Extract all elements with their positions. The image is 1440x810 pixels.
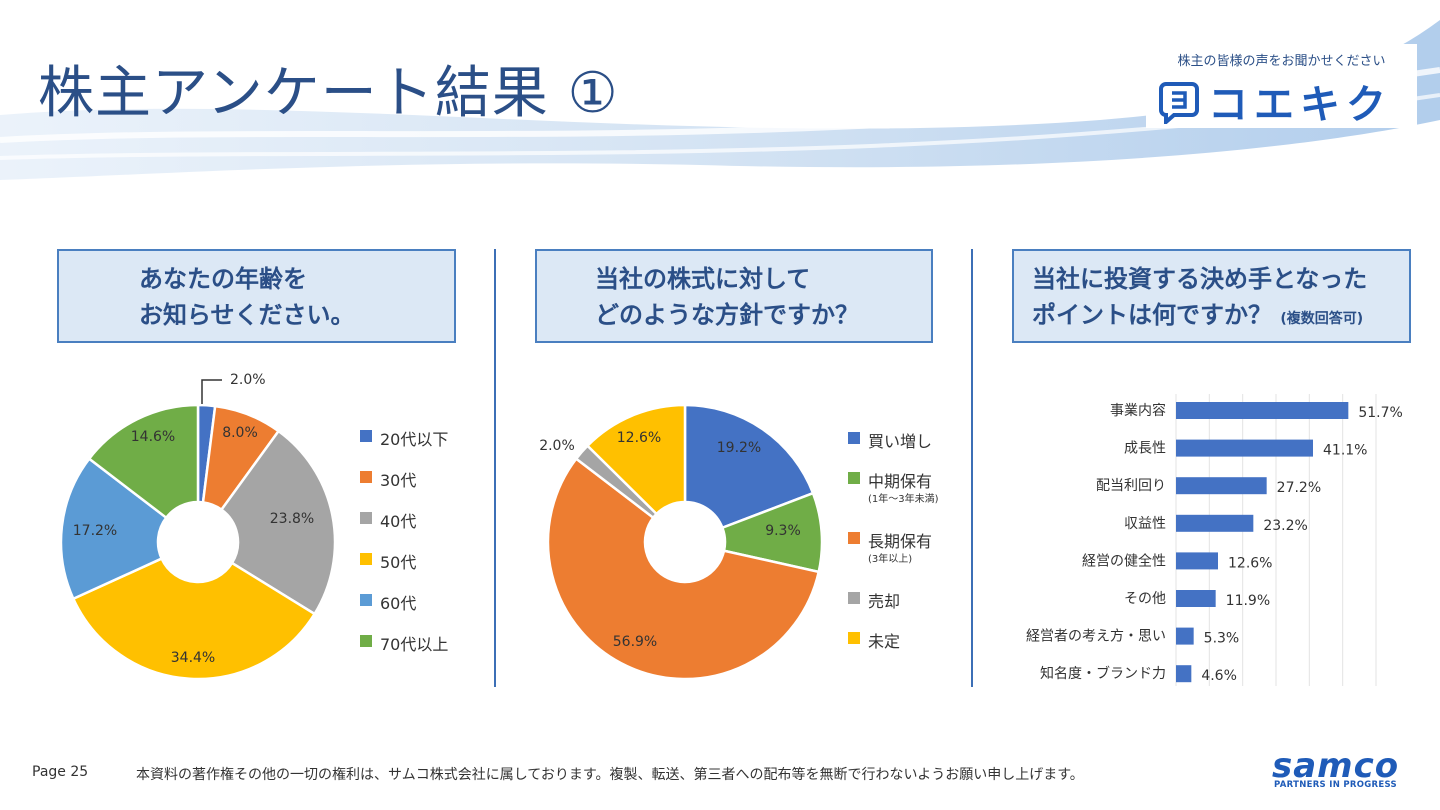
- pie-slice-5: [87, 403, 200, 520]
- pie-slice-4: [585, 403, 687, 516]
- legend-label: 50代: [380, 553, 417, 572]
- bar: [1176, 402, 1349, 419]
- legend-swatch: [848, 532, 860, 544]
- data-label: 19.2%: [717, 440, 761, 456]
- pie-slice-0: [683, 403, 815, 530]
- legend-swatch: [360, 594, 372, 606]
- question-line1: あなたの年齢を: [139, 265, 307, 293]
- legend-label: 中期保有: [868, 472, 933, 491]
- data-label: 34.4%: [171, 650, 215, 666]
- legend-swatch: [360, 635, 372, 647]
- legend-swatch: [360, 512, 372, 524]
- question-line2: ポイントは何ですか？ (複数回答可): [1032, 297, 1363, 337]
- pie-slice-2: [219, 429, 337, 616]
- question-line1: 当社に投資する決め手となった: [1032, 265, 1368, 293]
- category-label: 成長性: [1124, 441, 1166, 457]
- data-label: 23.2%: [1263, 518, 1307, 534]
- data-label: 41.1%: [1323, 443, 1367, 459]
- data-label: 5.3%: [1204, 631, 1240, 647]
- question-box-policy: 当社の株式に対して どのような方針ですか？: [535, 249, 933, 343]
- data-label: 2.0%: [539, 438, 575, 454]
- data-label: 23.8%: [270, 511, 314, 527]
- legend-note: (1年〜3年未満): [868, 494, 939, 505]
- question-line1: 当社の株式に対して: [595, 265, 811, 293]
- bar: [1176, 514, 1254, 532]
- samco-tagline: PARTNERS IN PROGRESS: [1274, 780, 1397, 790]
- samco-wordmark: samco: [1272, 746, 1400, 786]
- question-line2-text: ポイントは何ですか？: [1032, 301, 1272, 329]
- legend-swatch: [360, 471, 372, 483]
- data-label: 12.6%: [617, 430, 661, 446]
- legend-note: (3年以上): [868, 554, 913, 565]
- bar: [1176, 665, 1192, 683]
- category-label: 事業内容: [1110, 402, 1166, 419]
- legend-label: 売却: [868, 592, 901, 611]
- data-label: 2.0%: [230, 372, 266, 388]
- bar: [1176, 590, 1216, 607]
- pie-slice-2: [546, 456, 821, 681]
- data-label: 9.3%: [765, 523, 801, 539]
- age-legend: 20代以下 30代 40代 50代 60代 70代以上: [360, 426, 490, 666]
- age-donut-chart: 2.0% 8.0% 23.8% 34.4% 17.2% 14.6%: [59, 372, 337, 681]
- panel-divider: [971, 249, 973, 687]
- logo-tagline: 株主の皆様の声をお聞かせください: [1177, 54, 1386, 69]
- question-line2: お知らせください。: [139, 301, 355, 329]
- pie-slice-4: [59, 456, 168, 601]
- legend-label: 長期保有: [868, 532, 933, 551]
- pie-slice-3: [71, 556, 317, 681]
- legend-label: 30代: [380, 471, 417, 490]
- data-label: 14.6%: [131, 429, 175, 445]
- data-label: 56.9%: [613, 634, 657, 650]
- category-label: 経営の健全性: [1082, 552, 1166, 569]
- category-label: 配当利回り: [1096, 478, 1166, 494]
- legend-swatch: [848, 592, 860, 604]
- reasons-bar-chart: 事業内容 51.7% 成長性 41.1% 配当利回り 27.2% 収益性 23.2% 経営の健全…: [1026, 394, 1403, 686]
- category-label: 経営者の考え方・思い: [1026, 629, 1166, 645]
- policy-donut-chart: 19.2% 9.3% 56.9% 2.0% 12.6%: [539, 403, 824, 681]
- bar: [1176, 477, 1267, 495]
- data-label: 27.2%: [1277, 480, 1321, 496]
- logo-name: コエキク: [1208, 82, 1392, 128]
- copyright-notice: 本資料の著作権その他の一切の権利は、サムコ株式会社に属しております。複製、転送、…: [136, 767, 1084, 783]
- legend-swatch: [360, 553, 372, 565]
- question-line2: どのような方針ですか？: [595, 301, 859, 329]
- question-note: (複数回答可): [1280, 311, 1364, 327]
- bar: [1176, 439, 1313, 457]
- legend-swatch: [360, 430, 372, 442]
- legend-label: 20代以下: [380, 430, 449, 449]
- samco-logo: samco PARTNERS IN PROGRESS: [1272, 746, 1414, 792]
- question-box-reason: 当社に投資する決め手となった ポイントは何ですか？ (複数回答可): [1012, 249, 1411, 343]
- panel-divider: [494, 249, 496, 687]
- legend-swatch: [848, 432, 860, 444]
- legend-label: 買い増し: [868, 432, 933, 451]
- legend-label: 40代: [380, 512, 417, 531]
- question-box-age: あなたの年齢を お知らせください。: [57, 249, 456, 343]
- legend-swatch: [848, 472, 860, 484]
- data-label: 11.9%: [1226, 593, 1270, 609]
- category-label: 収益性: [1124, 516, 1166, 532]
- data-label: 4.6%: [1201, 668, 1237, 684]
- data-label: 51.7%: [1358, 405, 1402, 421]
- page-number: Page 25: [32, 764, 89, 780]
- koekiku-logo: 株主の皆様の声をお聞かせください コエキク: [1146, 44, 1417, 128]
- legend-label: 未定: [868, 632, 901, 651]
- legend-swatch: [848, 632, 860, 644]
- bar: [1176, 627, 1194, 645]
- policy-legend: 買い増し中期保有 (1年〜3年未満) 長期保有 (3年以上) 売却未定: [848, 428, 968, 668]
- category-label: その他: [1124, 591, 1166, 607]
- legend-label: 60代: [380, 594, 417, 613]
- data-label: 17.2%: [73, 523, 117, 539]
- bar: [1176, 552, 1218, 570]
- page-title: 株主アンケート結果 ①: [38, 61, 619, 126]
- data-label: 12.6%: [1228, 555, 1272, 571]
- speech-bubble-icon: [1159, 82, 1199, 124]
- legend-label: 70代以上: [380, 635, 449, 654]
- data-label: 8.0%: [222, 425, 258, 441]
- category-label: 知名度・ブランド力: [1040, 665, 1166, 682]
- leader-line: [201, 379, 222, 404]
